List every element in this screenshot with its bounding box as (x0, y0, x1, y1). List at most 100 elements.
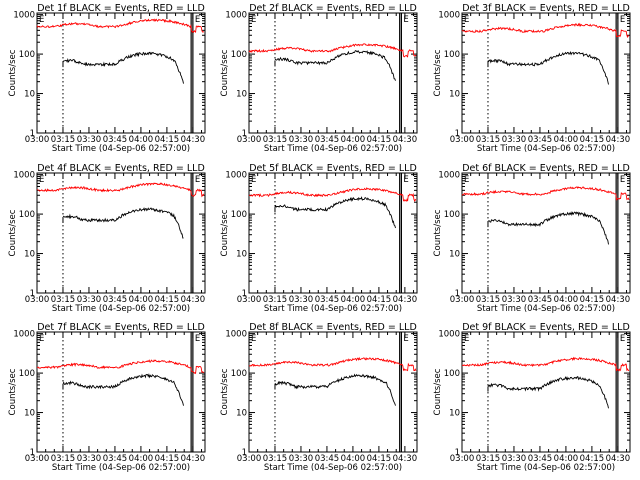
x-tick-label: 03:15 (476, 295, 501, 305)
x-tick-label: 04:00 (554, 295, 579, 305)
lld-series-line (248, 43, 417, 58)
lld-series-line (36, 18, 205, 34)
x-tick-label: 04:00 (341, 454, 366, 464)
y-tick-label: 1000 (438, 11, 460, 21)
x-tick-label: 03:45 (103, 454, 128, 464)
y-tick-label: 10 (236, 250, 247, 260)
marker-E-right: E (195, 334, 200, 344)
x-tick-label: 03:30 (502, 135, 527, 145)
marker-E-left: E (39, 175, 44, 185)
x-tick-label: 03:45 (103, 295, 128, 305)
x-tick-label: 03:00 (450, 135, 475, 145)
subplot-title: Det 4f BLACK = Events, RED = LLD (37, 163, 205, 174)
x-tick-label: 03:30 (77, 454, 102, 464)
y-axis-label: Counts/sec (220, 368, 230, 415)
y-axis-label: Counts/sec (220, 209, 230, 256)
y-tick-label: 1 (30, 289, 35, 299)
y-axis-label: Counts/sec (433, 368, 443, 415)
x-tick-label: 03:45 (315, 295, 340, 305)
y-tick-label: 1 (242, 129, 247, 139)
x-tick-label: 04:30 (606, 135, 631, 145)
y-tick-label: 10 (24, 90, 35, 100)
subplot-title: Det 9f BLACK = Events, RED = LLD (462, 322, 630, 333)
y-tick-label: 1000 (225, 11, 247, 21)
plot-frame (36, 172, 206, 294)
x-tick-label: 04:00 (341, 295, 366, 305)
subplot-5: Det 5f BLACK = Events, RED = LLD 1 10 100 10… (220, 163, 418, 314)
x-tick-label: 04:30 (393, 454, 418, 464)
subplot-4: Det 4f BLACK = Events, RED = LLD 1 10 100 10… (8, 163, 206, 314)
y-tick-label: 1000 (225, 330, 247, 340)
x-tick-label: 04:30 (393, 135, 418, 145)
y-axis-label: Counts/sec (8, 209, 18, 256)
marker-E-left: E (464, 334, 469, 344)
x-tick-label: 04:00 (129, 135, 154, 145)
plot-frame (36, 12, 206, 134)
y-axis-label: Counts/sec (433, 209, 443, 256)
marker-E-right: E (195, 175, 200, 185)
y-axis-label: Counts/sec (433, 49, 443, 96)
x-axis-label: Start Time (04-Sep-06 02:57:00) (52, 144, 190, 154)
x-tick-label: 04:15 (367, 295, 392, 305)
x-tick-label: 04:30 (606, 295, 631, 305)
marker-E-left: E (251, 334, 256, 344)
x-tick-label: 03:00 (450, 454, 475, 464)
x-axis-label: Start Time (04-Sep-06 02:57:00) (52, 463, 190, 473)
marker-E-right: E (403, 175, 408, 185)
x-tick-label: 03:00 (237, 454, 262, 464)
y-tick-label: 10 (236, 90, 247, 100)
y-tick-label: 1 (242, 448, 247, 458)
y-tick-label: 100 (444, 210, 460, 220)
x-tick-label: 03:45 (103, 135, 128, 145)
marker-E-right: E (403, 15, 408, 25)
y-tick-label: 1000 (225, 171, 247, 181)
y-tick-label: 10 (449, 250, 460, 260)
plot-frame (36, 331, 206, 453)
x-tick-label: 03:00 (237, 135, 262, 145)
marker-E-right: E (620, 334, 625, 344)
x-tick-label: 03:15 (476, 454, 501, 464)
x-tick-label: 03:15 (51, 454, 76, 464)
x-axis-label: Start Time (04-Sep-06 02:57:00) (477, 304, 615, 314)
x-tick-label: 04:30 (393, 295, 418, 305)
x-tick-label: 03:30 (289, 295, 314, 305)
subplot-6: Det 6f BLACK = Events, RED = LLD 1 10 100 10… (433, 163, 631, 314)
marker-E-right: E (620, 175, 625, 185)
x-tick-label: 04:00 (341, 135, 366, 145)
x-tick-label: 03:15 (51, 295, 76, 305)
x-tick-label: 03:00 (450, 295, 475, 305)
subplot-title: Det 1f BLACK = Events, RED = LLD (37, 3, 205, 14)
lld-series-line (36, 182, 205, 198)
x-tick-label: 04:15 (155, 454, 180, 464)
x-tick-label: 03:30 (502, 295, 527, 305)
y-tick-label: 1 (30, 448, 35, 458)
x-tick-label: 04:30 (181, 454, 206, 464)
y-tick-label: 10 (449, 409, 460, 419)
subplot-8: Det 8f BLACK = Events, RED = LLD 1 10 100 10… (220, 322, 418, 473)
x-tick-label: 03:30 (289, 135, 314, 145)
x-tick-label: 04:15 (580, 454, 605, 464)
y-tick-label: 1 (455, 289, 460, 299)
events-series-line (274, 196, 396, 229)
marker-E-right: E (620, 15, 625, 25)
y-tick-label: 1000 (13, 330, 35, 340)
subplot-title: Det 8f BLACK = Events, RED = LLD (249, 322, 417, 333)
y-tick-label: 100 (19, 50, 35, 60)
x-tick-label: 03:45 (528, 135, 553, 145)
x-tick-label: 03:15 (263, 295, 288, 305)
x-tick-label: 04:15 (367, 135, 392, 145)
y-tick-label: 100 (231, 210, 247, 220)
events-series-line (62, 373, 184, 406)
x-tick-label: 03:45 (528, 295, 553, 305)
marker-E-left: E (251, 15, 256, 25)
x-axis-label: Start Time (04-Sep-06 02:57:00) (264, 144, 402, 154)
x-tick-label: 03:15 (476, 135, 501, 145)
x-axis-label: Start Time (04-Sep-06 02:57:00) (477, 144, 615, 154)
y-tick-label: 1 (455, 448, 460, 458)
y-tick-label: 100 (231, 369, 247, 379)
y-tick-label: 100 (19, 210, 35, 220)
x-tick-label: 04:00 (554, 135, 579, 145)
x-tick-label: 03:00 (25, 454, 50, 464)
subplot-1: Det 1f BLACK = Events, RED = LLD 1 10 100 10… (8, 3, 206, 154)
x-tick-label: 03:15 (51, 135, 76, 145)
